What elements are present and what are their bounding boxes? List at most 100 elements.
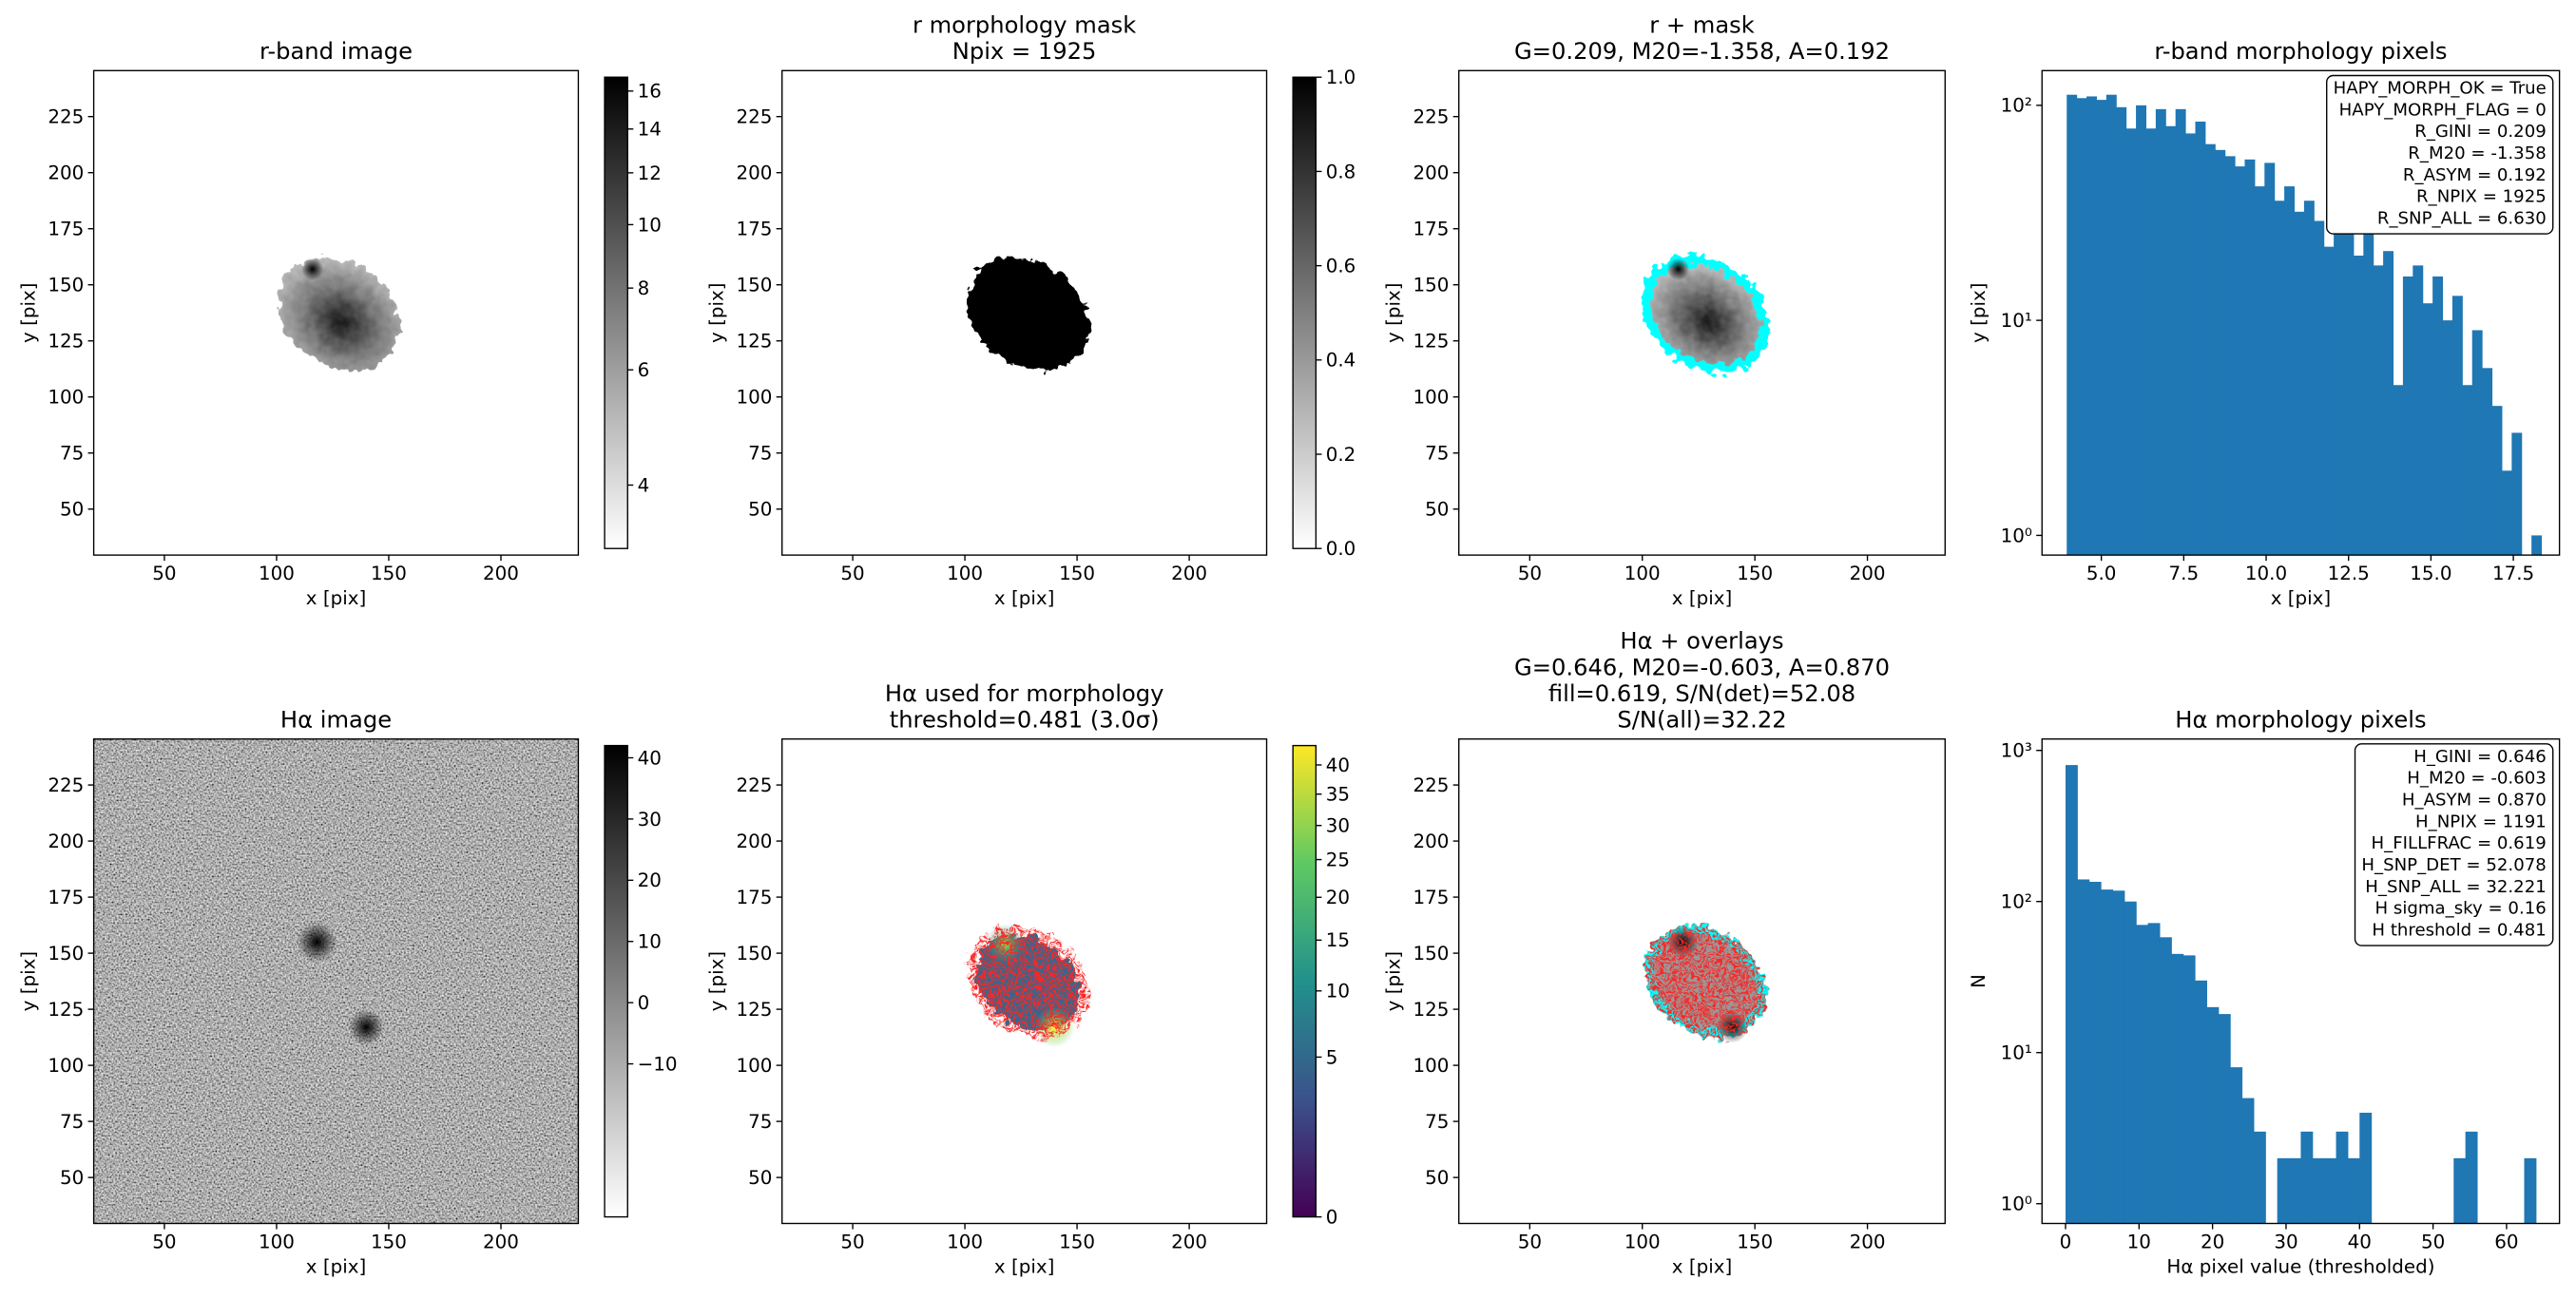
bar xyxy=(2206,1006,2220,1224)
annotation-text: H_ASYM = 0.870 xyxy=(2402,791,2547,811)
detection xyxy=(967,926,1089,1040)
x-tick-label: 100 xyxy=(259,563,295,584)
galaxy xyxy=(1650,263,1760,364)
y-tick-label: 175 xyxy=(1413,887,1449,908)
bar xyxy=(2112,890,2125,1224)
colorbar-tick-label: 10 xyxy=(1326,981,1350,1003)
chart-title: Hα morphology pixels xyxy=(2175,707,2426,734)
y-tick-label: 50 xyxy=(60,499,84,521)
chart-title: S/N(all)=32.22 xyxy=(1617,707,1786,734)
image xyxy=(781,70,1267,556)
colorbar-tick-label: 16 xyxy=(638,81,662,103)
detection-group xyxy=(967,926,1089,1040)
bar xyxy=(2312,1157,2325,1224)
bar xyxy=(2105,94,2117,556)
x-axis-label: x [pix] xyxy=(1672,1255,1732,1277)
y-tick-label: 75 xyxy=(748,1111,772,1133)
bar xyxy=(2289,1157,2301,1224)
bar xyxy=(2359,1112,2373,1224)
y-tick-label: 125 xyxy=(48,331,84,353)
bar xyxy=(2277,1157,2290,1224)
x-tick-label: 50 xyxy=(2421,1231,2445,1252)
bar xyxy=(2294,211,2305,556)
y-axis-label: y [pix] xyxy=(17,951,39,1011)
x-tick-label: 50 xyxy=(840,1231,864,1252)
x-tick-label: 0 xyxy=(2060,1231,2072,1252)
y-tick-label: 100 xyxy=(48,1055,84,1077)
bar xyxy=(2453,1157,2467,1224)
y-tick-label: 225 xyxy=(1413,106,1449,128)
y-axis-label: y [pix] xyxy=(17,282,39,342)
x-tick-label: 200 xyxy=(1171,563,1207,584)
y-tick-label: 200 xyxy=(48,162,84,184)
bar xyxy=(2254,186,2265,556)
colorbar xyxy=(604,744,628,1218)
chart-title: threshold=0.481 (3.0σ) xyxy=(890,707,1160,734)
y-tick-label: 200 xyxy=(48,831,84,852)
bar xyxy=(2116,106,2127,556)
x-axis-label: x [pix] xyxy=(306,587,366,609)
bar xyxy=(2511,432,2523,556)
bar xyxy=(2175,108,2186,556)
colorbar-tick-label: 0.6 xyxy=(1326,256,1356,277)
mask xyxy=(967,258,1089,371)
colorbar-tick-label: 14 xyxy=(638,119,662,141)
bar xyxy=(2067,94,2078,556)
x-axis-label: Hα pixel value (thresholded) xyxy=(2166,1255,2434,1277)
bar xyxy=(2462,385,2473,556)
bar xyxy=(2451,296,2463,556)
y-tick-label: 225 xyxy=(48,106,84,128)
y-tick-label: 10² xyxy=(2001,95,2032,117)
noise xyxy=(93,738,579,1224)
y-tick-label: 175 xyxy=(1413,219,1449,240)
bar xyxy=(2300,1131,2314,1224)
bar xyxy=(2136,105,2146,556)
annotation-text: R_M20 = -1.358 xyxy=(2408,143,2547,163)
bar xyxy=(2264,162,2276,556)
bar xyxy=(2491,406,2503,556)
colorbar-tick-label: 30 xyxy=(638,809,662,831)
y-tick-label: 150 xyxy=(48,943,84,965)
image xyxy=(1458,738,1946,1224)
x-tick-label: 200 xyxy=(483,1231,519,1252)
bar xyxy=(2235,166,2246,556)
annotation-text: H_NPIX = 1191 xyxy=(2415,812,2547,831)
bar xyxy=(2125,128,2137,556)
bar xyxy=(2274,201,2285,556)
x-tick-label: 100 xyxy=(1624,1231,1661,1252)
colorbar-tick-label: 4 xyxy=(638,474,650,496)
bar xyxy=(2147,923,2161,1224)
colorbar-tick-label: 0 xyxy=(638,992,650,1014)
bar xyxy=(2165,125,2177,556)
galaxy-group xyxy=(1650,263,1760,364)
y-tick-label: 100 xyxy=(1413,1055,1449,1077)
bar xyxy=(2314,220,2325,556)
x-axis-label: x [pix] xyxy=(994,587,1054,609)
annotation-text: HAPY_MORPH_FLAG = 0 xyxy=(2339,100,2547,120)
y-tick-label: 225 xyxy=(736,106,772,128)
annotation-text: H_SNP_DET = 52.078 xyxy=(2361,855,2546,875)
colorbar-tick-label: 10 xyxy=(638,931,662,953)
bar xyxy=(2482,368,2493,556)
bar xyxy=(2077,879,2090,1224)
colorbar-tick-label: 25 xyxy=(1326,849,1350,870)
x-tick-label: 30 xyxy=(2274,1231,2297,1252)
y-tick-label: 175 xyxy=(48,887,84,908)
annotation-text: H_GINI = 0.646 xyxy=(2413,747,2547,767)
bar xyxy=(2402,276,2413,556)
bar xyxy=(2101,889,2113,1224)
image xyxy=(93,70,579,556)
bar xyxy=(2471,330,2483,556)
y-tick-label: 50 xyxy=(60,1167,84,1189)
x-tick-label: 12.5 xyxy=(2328,563,2370,584)
x-tick-label: 150 xyxy=(1737,563,1773,584)
bar xyxy=(2065,765,2078,1224)
x-tick-label: 15.0 xyxy=(2410,563,2451,584)
x-tick-label: 200 xyxy=(1171,1231,1207,1252)
bar xyxy=(2096,100,2107,556)
bar xyxy=(2465,1131,2478,1224)
y-tick-label: 75 xyxy=(1425,1111,1449,1133)
bar xyxy=(2159,937,2172,1224)
